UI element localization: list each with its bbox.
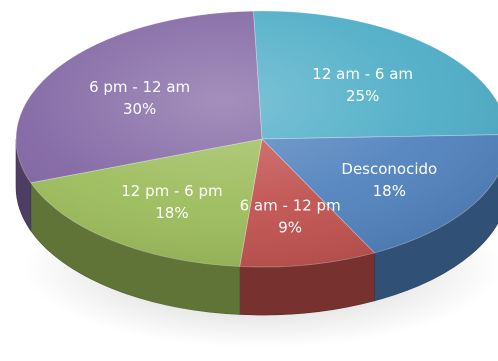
slice-category-label: Desconocido [341, 160, 437, 178]
slice-label-desconocido: Desconocido 18% [341, 160, 437, 200]
slice-value-label: 18% [155, 204, 188, 222]
slice-label-6-am-12-pm: 6 am - 12 pm 9% [240, 196, 341, 236]
slice-label-6-pm-12-am: 6 pm - 12 am 30% [89, 78, 190, 118]
pie-labels: 12 am - 6 am 25% Desconocido 18% 6 am - 12 p… [89, 65, 437, 237]
slice-value-label: 9% [278, 218, 302, 236]
slice-category-label: 6 pm - 12 am [89, 78, 190, 96]
slice-label-12-am-6-am: 12 am - 6 am 25% [312, 65, 413, 105]
slice-category-label: 6 am - 12 pm [240, 196, 341, 214]
slice-category-label: 12 pm - 6 pm [121, 182, 222, 200]
slice-value-label: 18% [373, 182, 406, 200]
slice-value-label: 25% [346, 87, 379, 105]
pie-slices [15, 10, 498, 268]
slice-value-label: 30% [123, 100, 156, 118]
slice-label-12-pm-6-pm: 12 pm - 6 pm 18% [121, 182, 222, 222]
slice-category-label: 12 am - 6 am [312, 65, 413, 83]
